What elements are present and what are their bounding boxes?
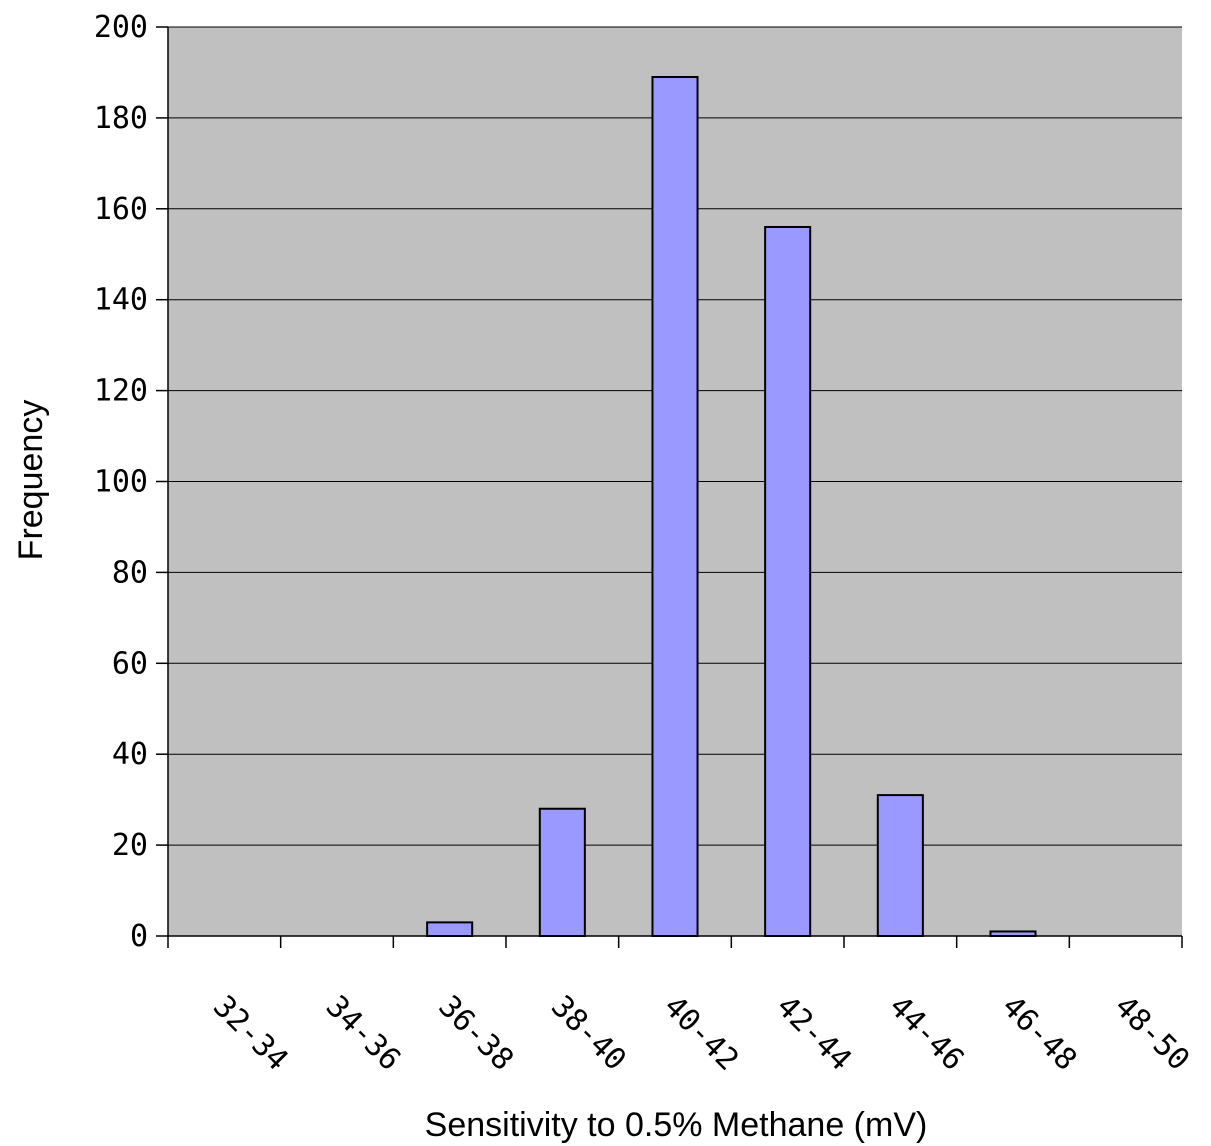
y-tick-label: 200 [94, 10, 148, 45]
axes [156, 26, 1183, 948]
y-tick-label: 180 [94, 101, 148, 136]
x-tick-label: 34-36 [319, 989, 408, 1078]
y-tick-label: 120 [94, 374, 148, 409]
bar-36-38 [426, 921, 474, 937]
x-tick-label: 44-46 [882, 989, 971, 1078]
x-tick-label: 36-38 [431, 989, 520, 1078]
x-tick-label: 38-40 [544, 989, 633, 1078]
y-tick-label: 20 [112, 828, 148, 863]
bar-38-40 [538, 807, 586, 937]
x-tick-label: 32-34 [206, 989, 295, 1078]
x-tick-labels: 32-34 34-36 36-38 38-40 40-42 42-44 44-46 46-48… [206, 989, 1196, 1078]
y-tick-label: 0 [130, 919, 148, 954]
x-tick-label: 46-48 [995, 989, 1084, 1078]
y-tick-label: 160 [94, 192, 148, 227]
x-axis-title: Sensitivity to 0.5% Methane (mV) [425, 1106, 928, 1144]
y-tick-labels: 0 20 40 60 80 100 120 140 160 180 200 [94, 10, 148, 954]
y-tick-label: 80 [112, 555, 148, 590]
y-tick-label: 40 [112, 737, 148, 772]
y-tick-label: 140 [94, 283, 148, 318]
y-axis-title: Frequency [12, 400, 50, 561]
x-tick-label: 40-42 [657, 989, 746, 1078]
bar-40-42 [651, 75, 699, 938]
x-tick-label: 42-44 [769, 989, 858, 1078]
y-tick-label: 60 [112, 646, 148, 681]
bar-42-44 [764, 225, 812, 938]
y-tick-label: 100 [94, 465, 148, 500]
x-tick-label: 48-50 [1107, 989, 1196, 1078]
bar-44-46 [876, 794, 924, 937]
